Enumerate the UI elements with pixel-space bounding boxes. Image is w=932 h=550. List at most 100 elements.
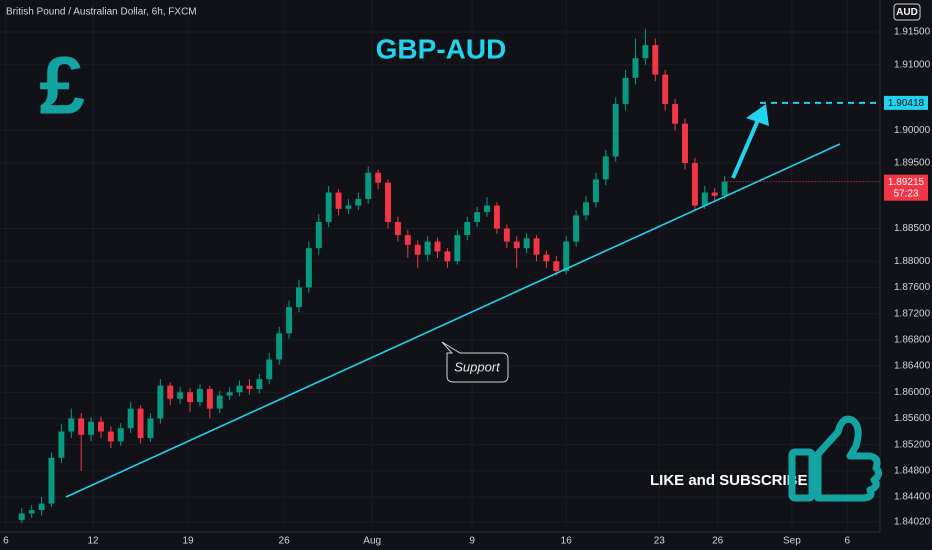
y-tick-label: 1.84800	[894, 465, 931, 476]
candle-body	[167, 385, 174, 399]
candle-body	[493, 205, 500, 229]
y-tick-label: 1.84020	[894, 517, 931, 528]
y-tick-label: 1.86400	[894, 361, 931, 372]
candle-body	[642, 45, 649, 59]
candle-body	[503, 228, 510, 242]
candle-body	[583, 202, 589, 216]
thumbs-up-icon	[788, 415, 883, 502]
candle-body	[157, 385, 164, 419]
candle-body	[721, 181, 728, 196]
candle-body	[335, 192, 342, 209]
symbol-label: British Pound / Australian Dollar, 6h, F…	[6, 7, 197, 18]
candle-body	[394, 221, 401, 236]
candle-body	[672, 104, 679, 124]
support-line	[65, 143, 841, 498]
candle-body	[58, 431, 65, 458]
candle-body	[325, 192, 332, 222]
x-tick-label: 23	[654, 536, 666, 547]
candle-body	[88, 421, 95, 435]
candle-body	[414, 244, 421, 255]
candle-body	[424, 241, 431, 255]
candle-body	[563, 241, 570, 272]
y-tick-label: 1.85200	[894, 439, 931, 450]
candle-body	[691, 163, 698, 206]
candle-body	[484, 205, 490, 213]
candle-body	[592, 179, 599, 203]
candle-body	[543, 254, 550, 262]
candle-body	[573, 215, 580, 242]
candle-body	[513, 241, 520, 249]
candle-body	[48, 457, 55, 504]
support-label: Support	[454, 359, 501, 374]
candle-body	[464, 221, 471, 236]
candle-body	[236, 385, 243, 393]
candle-body	[68, 418, 75, 432]
candle-body	[612, 104, 619, 157]
x-tick-label: 16	[561, 536, 573, 547]
plot	[0, 0, 880, 532]
candle-body	[276, 333, 283, 360]
target-label: 1.90418	[888, 98, 925, 109]
candle-body	[78, 418, 85, 435]
candle-body	[137, 408, 144, 439]
arrow-shaft	[731, 119, 760, 179]
candle-body	[682, 123, 688, 164]
cta-label: LIKE and SUBSCRIBE	[650, 472, 808, 489]
x-tick-label: 6	[845, 536, 851, 547]
x-tick-label: 19	[183, 536, 195, 547]
candle-body	[266, 359, 273, 380]
y-tick-label: 1.91000	[894, 59, 931, 70]
candle-body	[444, 251, 451, 262]
candle-body	[117, 428, 124, 442]
candle-body	[701, 192, 708, 206]
y-tick-label: 1.85600	[894, 413, 931, 424]
y-tick-label: 1.90000	[894, 125, 931, 136]
y-tick-label: 1.91500	[894, 27, 931, 38]
candle-body	[553, 261, 560, 272]
candle-body	[662, 74, 669, 105]
candle-body	[256, 379, 263, 389]
y-tick-label: 1.88000	[894, 256, 931, 267]
candle-body	[28, 510, 35, 514]
candle-body	[305, 248, 312, 288]
y-tick-label: 1.89500	[894, 158, 931, 169]
candle-body	[97, 421, 104, 432]
candle-body	[355, 199, 362, 206]
x-tick-label: 26	[279, 536, 291, 547]
y-tick-label: 1.86800	[894, 334, 931, 345]
y-tick-label: 1.87200	[894, 308, 931, 319]
last-price-label: 1.89215	[888, 177, 925, 188]
y-tick-label: 1.86000	[894, 387, 931, 398]
x-tick-label: 26	[712, 536, 724, 547]
y-tick-label: 1.88500	[894, 223, 931, 234]
target-badge	[884, 95, 928, 110]
countdown-label: 57:23	[893, 188, 918, 199]
arrow-head	[746, 104, 769, 126]
candle-body	[246, 385, 253, 389]
candle-body	[385, 182, 392, 222]
candle-body	[404, 235, 411, 245]
candle-body	[474, 212, 481, 222]
candle-body	[226, 392, 233, 396]
candle-body	[127, 408, 134, 429]
candle-body	[454, 235, 461, 262]
candle-body	[147, 418, 154, 439]
candle-body	[375, 172, 382, 183]
currency-label: AUD	[896, 7, 918, 18]
candle-body	[711, 192, 718, 196]
x-tick-label: 9	[469, 536, 475, 547]
x-tick-label: Sep	[783, 536, 801, 547]
candle-body	[196, 388, 203, 403]
x-tick-label: 12	[87, 536, 99, 547]
candle-body	[38, 503, 45, 511]
last-price-badge	[884, 174, 928, 201]
x-tick-label: Aug	[363, 536, 381, 547]
candle-body	[365, 172, 372, 200]
chart-title: GBP-AUD	[376, 33, 507, 64]
candle-body	[295, 287, 302, 308]
y-tick-label: 1.84400	[894, 492, 931, 503]
candle-body	[345, 205, 352, 209]
x-tick-label: 6	[3, 536, 9, 547]
